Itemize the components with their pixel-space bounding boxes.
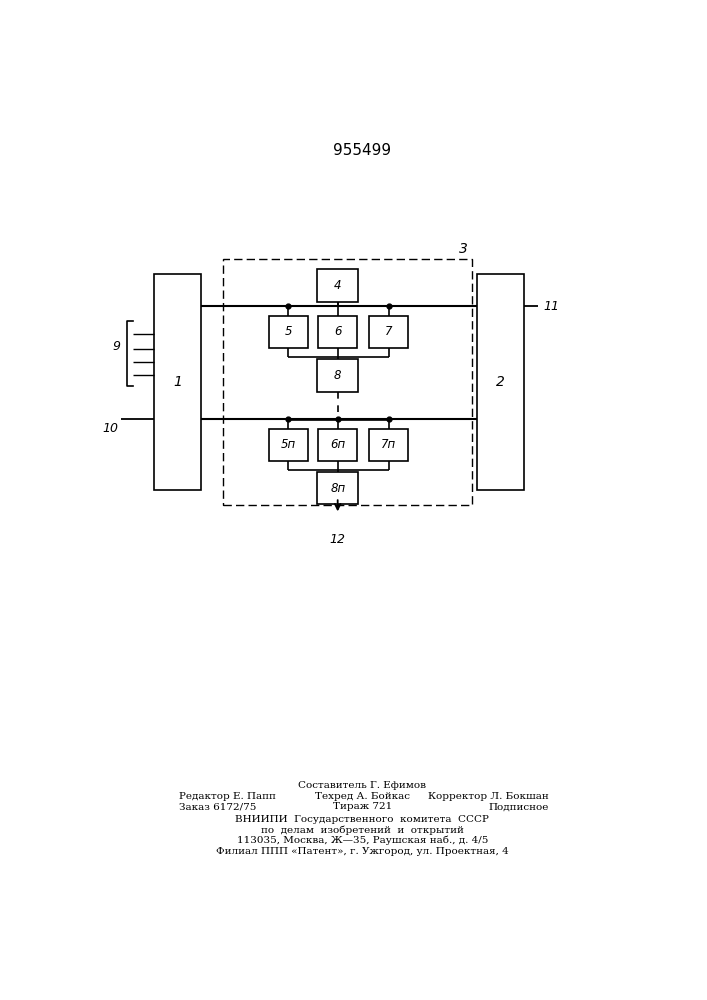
Text: 8: 8 [334, 369, 341, 382]
Bar [269, 316, 308, 348]
Text: 5: 5 [285, 325, 292, 338]
Text: Техред А. Бойкас: Техред А. Бойкас [315, 792, 410, 801]
Bar [154, 274, 201, 490]
Text: Тираж 721: Тираж 721 [333, 802, 392, 811]
Text: по  делам  изобретений  и  открытий: по делам изобретений и открытий [261, 825, 464, 835]
Bar [369, 429, 409, 461]
Bar [317, 359, 358, 392]
Text: 3: 3 [459, 242, 467, 256]
Text: Составитель Г. Ефимов: Составитель Г. Ефимов [298, 781, 426, 790]
Text: 6: 6 [334, 325, 341, 338]
Bar [317, 269, 358, 302]
Text: 11: 11 [543, 300, 559, 313]
Text: 1: 1 [173, 375, 182, 389]
Bar [223, 259, 472, 505]
Text: 12: 12 [329, 533, 346, 546]
Text: Корректор Л. Бокшан: Корректор Л. Бокшан [428, 792, 549, 801]
Bar [318, 316, 358, 348]
Text: 4: 4 [334, 279, 341, 292]
Text: Редактор Е. Папп: Редактор Е. Папп [179, 792, 276, 801]
Text: Заказ 6172/75: Заказ 6172/75 [179, 802, 256, 811]
Text: 7п: 7п [381, 438, 396, 451]
Bar [317, 472, 358, 504]
Text: Подписное: Подписное [489, 802, 549, 811]
Text: 8п: 8п [330, 482, 345, 495]
Text: 6п: 6п [330, 438, 345, 451]
Text: 955499: 955499 [333, 143, 392, 158]
Bar [369, 316, 409, 348]
Text: 7: 7 [385, 325, 392, 338]
Text: ВНИИПИ  Государственного  комитета  СССР: ВНИИПИ Государственного комитета СССР [235, 815, 489, 824]
Bar [477, 274, 524, 490]
Text: 5п: 5п [281, 438, 296, 451]
Text: 113035, Москва, Ж—35, Раушская наб., д. 4/5: 113035, Москва, Ж—35, Раушская наб., д. … [237, 836, 488, 845]
Bar [269, 429, 308, 461]
Bar [318, 429, 358, 461]
Text: Филиал ППП «Патент», г. Ужгород, ул. Проектная, 4: Филиал ППП «Патент», г. Ужгород, ул. Про… [216, 847, 509, 856]
Text: 9: 9 [113, 340, 121, 353]
Text: 10: 10 [103, 422, 119, 434]
Text: 2: 2 [496, 375, 505, 389]
